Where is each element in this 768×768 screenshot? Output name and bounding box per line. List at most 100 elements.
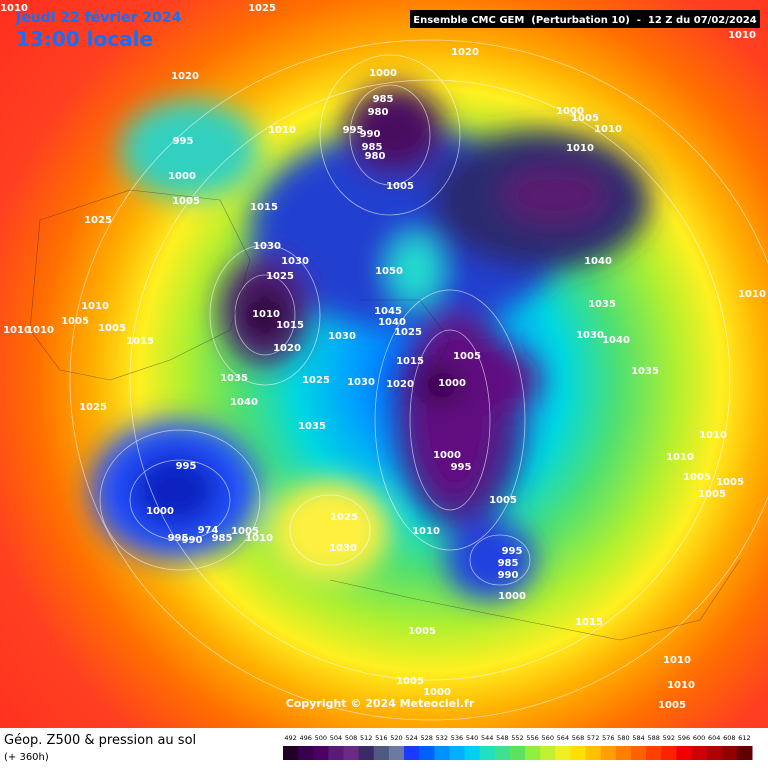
pressure-label: 1005	[408, 626, 436, 637]
pressure-label: 1005	[698, 489, 726, 500]
legend-tick-label: 504	[330, 734, 342, 742]
pressure-label: 995	[343, 125, 364, 136]
legend-swatch	[540, 746, 556, 760]
pressure-label: 1005	[98, 323, 126, 334]
legend-swatch	[691, 746, 708, 760]
pressure-label: 1025	[330, 512, 358, 523]
legend-swatch	[419, 746, 435, 760]
pressure-label: 1025	[248, 3, 276, 14]
pressure-label: 1030	[253, 241, 281, 252]
pressure-label: 1010	[412, 526, 440, 537]
legend-tick-label: 548	[496, 734, 508, 742]
pressure-label: 1000	[498, 591, 526, 602]
pressure-label: 1015	[276, 320, 304, 331]
legend-tick-label: 584	[632, 734, 644, 742]
pressure-label: 1030	[576, 330, 604, 341]
pressure-label: 1005	[386, 181, 414, 192]
pressure-label: 995	[502, 546, 523, 557]
pressure-label: 1025	[302, 375, 330, 386]
pressure-label: 1010	[566, 143, 594, 154]
pressure-label: 990	[498, 570, 519, 581]
footer-subtitle: (+ 360h)	[4, 752, 49, 763]
pressure-label: 985	[212, 533, 233, 544]
legend-tick-label: 516	[375, 734, 387, 742]
pressure-label: 1010	[245, 533, 273, 544]
pressure-label: 1000	[433, 450, 461, 461]
pressure-label: 1045	[374, 306, 402, 317]
pressure-label: 995	[451, 462, 472, 473]
pressure-label: 1015	[250, 202, 278, 213]
pressure-label: 1030	[328, 331, 356, 342]
pressure-label: 1000	[369, 68, 397, 79]
legend-tick-label: 560	[542, 734, 554, 742]
legend-swatch	[479, 746, 496, 760]
pressure-label: 1020	[273, 343, 301, 354]
pressure-label: 1005	[489, 495, 517, 506]
legend-tick-label: 572	[587, 734, 599, 742]
pressure-label: 995	[173, 136, 194, 147]
pressure-label: 1010	[666, 452, 694, 463]
pressure-label: 1015	[575, 617, 603, 628]
pressure-label: 1035	[588, 299, 616, 310]
pressure-label: 1030	[329, 543, 357, 554]
legend-tick-label: 520	[390, 734, 402, 742]
legend-swatch	[525, 746, 541, 760]
legend-swatch	[464, 746, 481, 760]
legend-swatch	[630, 746, 647, 760]
legend-tick-label: 592	[663, 734, 675, 742]
pressure-label: 1030	[281, 256, 309, 267]
legend-tick-label: 568	[572, 734, 584, 742]
pressure-label: 980	[368, 107, 389, 118]
pressure-label: 1010	[268, 125, 296, 136]
pressure-label: 985	[362, 142, 383, 153]
pressure-label: 1025	[266, 271, 294, 282]
pressure-label: 1000	[146, 506, 174, 517]
legend-swatch	[721, 746, 738, 760]
legend-tick-label: 532	[436, 734, 448, 742]
pressure-label: 1035	[631, 366, 659, 377]
pressure-label: 1005	[396, 676, 424, 687]
pressure-label: 985	[373, 94, 394, 105]
legend-swatch	[298, 746, 314, 760]
coastlines	[29, 189, 741, 641]
isobars	[69, 39, 768, 721]
pressure-label: 1005	[453, 351, 481, 362]
legend-swatch	[283, 746, 299, 760]
legend-swatch	[661, 746, 677, 760]
legend-tick-label: 492	[284, 734, 296, 742]
pressure-label: 1000	[423, 687, 451, 698]
pressure-label: 1010	[738, 289, 766, 300]
legend-tick-label: 588	[647, 734, 659, 742]
pressure-label: 1040	[602, 335, 630, 346]
legend-swatch	[434, 746, 450, 760]
legend-tick-label: 576	[602, 734, 614, 742]
pressure-label: 1010	[728, 30, 756, 41]
height-field	[90, 85, 650, 600]
pressure-label: 1005	[61, 316, 89, 327]
pressure-label: 974	[198, 525, 219, 536]
pressure-label: 1025	[394, 327, 422, 338]
legend-swatch	[343, 746, 360, 760]
legend-tick-label: 612	[738, 734, 750, 742]
legend-swatch	[494, 746, 511, 760]
pressure-label: 995	[176, 461, 197, 472]
pressure-label: 1010	[26, 325, 54, 336]
pressure-label: 1005	[716, 477, 744, 488]
legend-swatch	[676, 746, 692, 760]
pressure-label: 1035	[298, 421, 326, 432]
model-box	[410, 10, 760, 28]
legend-swatch	[313, 746, 329, 760]
legend-tick-label: 512	[360, 734, 372, 742]
pressure-label: 1000	[168, 171, 196, 182]
legend-swatch	[404, 746, 420, 760]
pressure-label: 990	[360, 129, 381, 140]
legend-tick-label: 604	[708, 734, 720, 742]
legend-swatch	[358, 746, 375, 760]
legend-swatch	[615, 746, 632, 760]
legend-tick-label: 524	[405, 734, 417, 742]
legend-swatch	[449, 746, 466, 760]
legend-tick-label: 580	[617, 734, 629, 742]
pressure-label: 1025	[84, 215, 112, 226]
